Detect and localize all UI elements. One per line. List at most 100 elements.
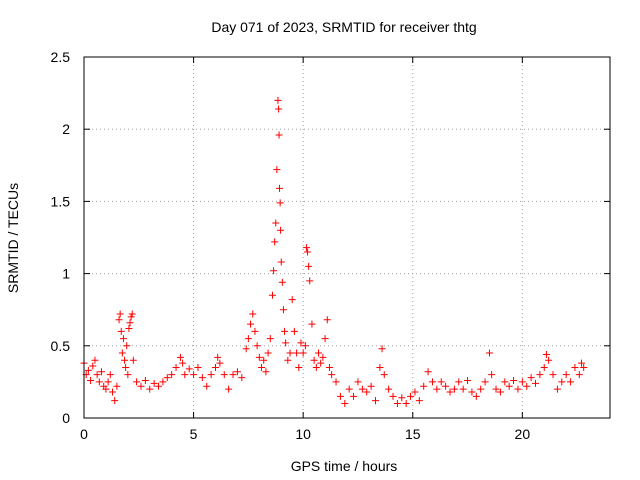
data-point — [116, 310, 124, 318]
data-point — [203, 382, 211, 390]
data-point — [141, 376, 149, 384]
data-point — [468, 388, 476, 396]
y-axis-label: SRMTID / TECUs — [5, 183, 21, 293]
data-point — [310, 356, 318, 364]
data-point — [238, 374, 246, 382]
data-point — [442, 382, 450, 390]
data-point — [286, 349, 294, 357]
data-point — [402, 400, 410, 408]
data-point — [253, 342, 261, 350]
data-point — [341, 400, 349, 408]
data-point — [279, 306, 287, 314]
data-point — [481, 378, 489, 386]
data-point — [411, 388, 419, 396]
data-point — [108, 388, 116, 396]
data-point — [385, 385, 393, 393]
data-point — [272, 219, 280, 227]
data-point — [505, 382, 513, 390]
data-point — [115, 316, 123, 324]
data-point — [424, 368, 432, 376]
data-point — [268, 291, 276, 299]
data-point — [378, 345, 386, 353]
data-point — [260, 356, 268, 364]
data-point — [249, 310, 257, 318]
data-point — [523, 382, 531, 390]
data-point — [176, 353, 184, 361]
data-point — [571, 363, 579, 371]
data-point — [562, 371, 570, 379]
data-point — [302, 244, 310, 252]
data-point — [464, 376, 472, 384]
data-point — [304, 248, 312, 256]
data-point — [258, 363, 266, 371]
data-point — [126, 319, 134, 327]
data-point — [317, 359, 325, 367]
data-point — [87, 376, 95, 384]
data-point — [137, 382, 145, 390]
data-point — [295, 363, 303, 371]
x-tick-label: 15 — [405, 426, 421, 442]
data-point — [179, 359, 187, 367]
data-point — [159, 378, 167, 386]
data-point — [212, 363, 219, 371]
data-point — [111, 397, 119, 405]
data-point — [277, 258, 285, 266]
data-point — [125, 324, 133, 332]
data-point — [247, 320, 255, 328]
data-point — [315, 349, 323, 357]
data-point — [118, 349, 126, 357]
data-point — [459, 385, 467, 393]
data-point — [181, 371, 189, 379]
data-point — [549, 371, 557, 379]
data-point — [128, 310, 136, 318]
data-point — [290, 327, 298, 335]
data-point — [284, 356, 292, 364]
y-tick-label: 1.5 — [51, 193, 71, 209]
data-point — [527, 374, 535, 382]
data-point — [488, 371, 496, 379]
data-point — [389, 392, 397, 400]
y-tick-label: 1 — [62, 266, 70, 282]
data-point — [133, 378, 141, 386]
x-tick-label: 10 — [295, 426, 311, 442]
data-point — [415, 397, 423, 405]
data-point — [106, 371, 114, 379]
x-axis-label: GPS time / hours — [291, 458, 398, 474]
data-point — [376, 363, 384, 371]
data-point — [325, 363, 333, 371]
data-point — [273, 166, 281, 174]
data-point — [477, 385, 485, 393]
data-point — [264, 349, 272, 357]
data-point — [553, 385, 561, 393]
data-point — [371, 397, 379, 405]
data-point — [214, 353, 222, 361]
data-point — [119, 335, 127, 343]
data-point — [312, 363, 320, 371]
x-tick-label: 20 — [515, 426, 531, 442]
data-point — [531, 379, 539, 387]
data-point — [198, 374, 206, 382]
data-point — [251, 327, 259, 335]
data-point — [262, 368, 270, 376]
data-point — [450, 385, 458, 393]
data-point — [518, 378, 526, 386]
data-point — [163, 374, 171, 382]
data-point — [172, 363, 180, 371]
data-point — [122, 363, 130, 371]
data-point — [575, 371, 583, 379]
y-tick-label: 0.5 — [51, 338, 71, 354]
data-point — [363, 388, 371, 396]
axis-ticks: 0 5 10 15 20 0 0.5 1 1.5 2 2.5 — [51, 49, 610, 442]
data-points — [80, 96, 588, 408]
data-point — [580, 363, 588, 371]
data-point — [266, 335, 274, 343]
data-point — [104, 378, 112, 386]
data-point — [398, 394, 406, 402]
data-point — [367, 382, 375, 390]
data-point — [328, 371, 336, 379]
data-point — [297, 339, 305, 347]
data-point — [190, 371, 198, 379]
data-point — [323, 316, 331, 324]
data-point — [293, 349, 301, 357]
data-point — [150, 379, 158, 387]
